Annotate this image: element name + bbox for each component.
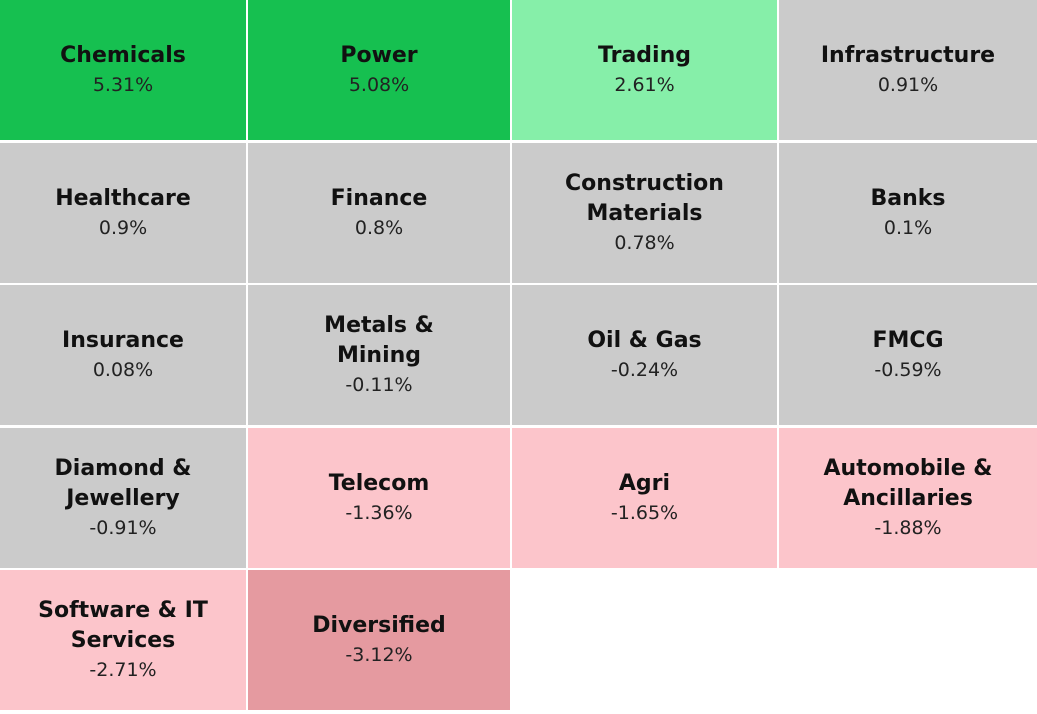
sector-change: 0.1% bbox=[883, 216, 933, 239]
sector-tile: Software & IT Services -2.71% bbox=[0, 570, 246, 710]
sector-tile: Infrastructure 0.91% bbox=[779, 0, 1037, 140]
sector-name: Power bbox=[340, 41, 417, 71]
sector-name-line: Agri bbox=[618, 470, 671, 496]
sector-change: -1.88% bbox=[874, 516, 942, 539]
sector-name-line: Construction bbox=[565, 170, 724, 196]
sector-name: Infrastructure bbox=[821, 41, 995, 71]
sector-name: Insurance bbox=[62, 326, 184, 356]
sector-name: Finance bbox=[331, 184, 428, 214]
sector-tile: Insurance 0.08% bbox=[0, 285, 246, 425]
sector-name: Chemicals bbox=[60, 41, 186, 71]
sector-name-line: Infrastructure bbox=[820, 43, 996, 68]
sector-name-line: Banks bbox=[870, 185, 946, 211]
sector-tile: Metals & Mining -0.11% bbox=[248, 285, 510, 425]
sector-change: -0.91% bbox=[89, 516, 157, 539]
sector-change: 0.9% bbox=[98, 216, 148, 239]
sector-change: -2.71% bbox=[89, 659, 157, 681]
sector-name-line: Materials bbox=[586, 200, 703, 226]
sector-name-line: Automobile & bbox=[823, 455, 993, 481]
sector-change: -0.24% bbox=[610, 359, 679, 381]
sector-name: Metals & Mining bbox=[324, 311, 434, 371]
sector-tile: Diversified -3.12% bbox=[248, 570, 510, 710]
sector-change: -0.59% bbox=[874, 359, 942, 381]
sector-name-line: Finance bbox=[330, 185, 428, 211]
sector-change: -0.11% bbox=[345, 374, 413, 396]
sector-name-line: Ancillaries bbox=[843, 485, 973, 511]
sector-name-line: FMCG bbox=[872, 328, 944, 353]
sector-change: -1.36% bbox=[345, 501, 413, 524]
sector-change: -1.65% bbox=[610, 501, 679, 524]
sector-tile: Banks 0.1% bbox=[779, 142, 1037, 283]
sector-name: Trading bbox=[598, 41, 691, 71]
sector-name-line: Diamond & bbox=[54, 455, 192, 481]
sector-name-line: Oil & Gas bbox=[587, 328, 702, 353]
sector-name: Construction Materials bbox=[565, 169, 724, 229]
sector-tile: FMCG -0.59% bbox=[779, 285, 1037, 425]
sector-tile: Diamond & Jewellery -0.91% bbox=[0, 427, 246, 568]
sector-name: Agri bbox=[619, 469, 670, 499]
sector-tile: Power 5.08% bbox=[248, 0, 510, 140]
sector-name-line: Healthcare bbox=[55, 185, 191, 211]
sector-name: Diamond & Jewellery bbox=[55, 454, 192, 514]
sector-name-line: Insurance bbox=[62, 328, 184, 353]
sector-name: Telecom bbox=[329, 469, 430, 499]
sector-name-line: Jewellery bbox=[66, 485, 180, 511]
sector-name-line: Diversified bbox=[312, 613, 446, 638]
sector-tile: Trading 2.61% bbox=[512, 0, 777, 140]
sector-name: Healthcare bbox=[55, 184, 191, 214]
sector-name-line: Power bbox=[340, 43, 418, 68]
sector-change: 0.78% bbox=[614, 231, 675, 254]
sector-name-line: Trading bbox=[598, 43, 691, 68]
sector-change: 2.61% bbox=[614, 74, 675, 96]
sector-tile: Chemicals 5.31% bbox=[0, 0, 246, 140]
sector-tile: Agri -1.65% bbox=[512, 427, 777, 568]
sector-name: Oil & Gas bbox=[587, 326, 701, 356]
sector-change: 0.91% bbox=[877, 74, 939, 96]
sector-name: Diversified bbox=[312, 611, 446, 641]
sector-tile: Construction Materials 0.78% bbox=[512, 142, 777, 283]
sector-change: 5.08% bbox=[348, 74, 410, 96]
sector-name: FMCG bbox=[872, 326, 943, 356]
sector-change: 0.8% bbox=[354, 216, 404, 239]
sector-name-line: Mining bbox=[336, 343, 422, 368]
sector-tile: Oil & Gas -0.24% bbox=[512, 285, 777, 425]
sector-change: 0.08% bbox=[92, 359, 154, 381]
sector-name: Automobile & Ancillaries bbox=[824, 454, 993, 514]
sector-name-line: Metals & bbox=[324, 313, 434, 338]
sector-name-line: Telecom bbox=[328, 470, 430, 496]
sector-change: 5.31% bbox=[92, 74, 154, 96]
sector-tile: Telecom -1.36% bbox=[248, 427, 510, 568]
sector-tile: Finance 0.8% bbox=[248, 142, 510, 283]
sector-change: -3.12% bbox=[345, 644, 413, 666]
sector-tile: Automobile & Ancillaries -1.88% bbox=[779, 427, 1037, 568]
sector-name: Banks bbox=[870, 184, 945, 214]
sector-name: Software & IT Services bbox=[38, 596, 208, 656]
sector-name-line: Services bbox=[70, 628, 176, 653]
sector-tile: Healthcare 0.9% bbox=[0, 142, 246, 283]
sector-name-line: Chemicals bbox=[60, 43, 186, 68]
sector-name-line: Software & IT bbox=[38, 598, 208, 623]
